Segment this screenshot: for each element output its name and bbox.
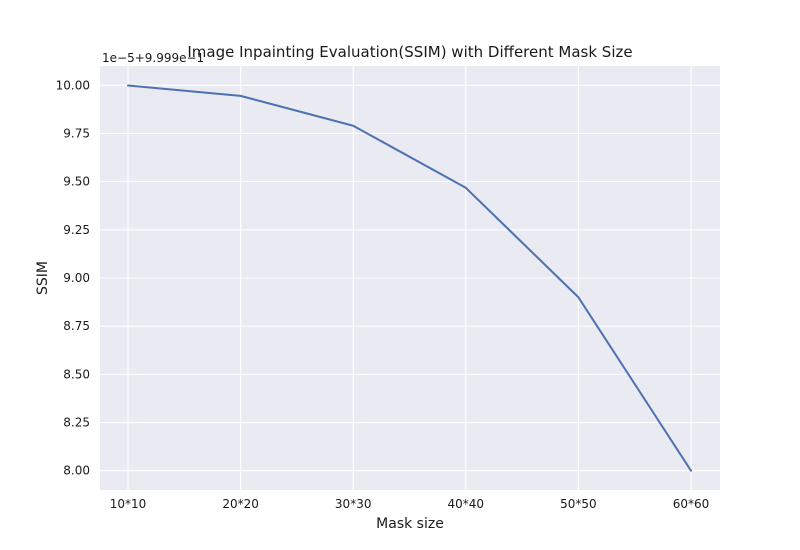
axis-offset-label: 1e−5+9.999e−1 [102,51,204,65]
y-tick-label: 9.75 [63,126,90,140]
x-tick-label: 30*30 [335,497,372,511]
y-tick-label: 9.00 [63,271,90,285]
x-tick-label: 60*60 [673,497,710,511]
x-tick-label: 20*20 [222,497,259,511]
y-tick-label: 10.00 [56,78,90,92]
y-tick-labels: 8.00 8.25 8.50 8.75 9.00 9.25 9.50 9.75 10.00 [56,78,90,477]
x-tick-label: 50*50 [560,497,597,511]
y-tick-label: 8.75 [63,319,90,333]
series-layer [127,84,692,472]
chart-title: Image Inpainting Evaluation(SSIM) with D… [187,43,632,61]
series-line [127,84,692,472]
y-axis-label: SSIM [35,261,51,295]
y-tick-label: 8.50 [63,367,90,381]
x-tick-label: 10*10 [110,497,147,511]
grid [100,66,720,490]
x-axis-label: Mask size [376,516,444,532]
y-tick-label: 8.25 [63,416,90,430]
x-tick-labels: 10*10 20*20 30*30 40*40 50*50 60*60 [110,497,710,511]
y-tick-label: 9.50 [63,175,90,189]
y-tick-label: 9.25 [63,223,90,237]
x-tick-label: 40*40 [448,497,485,511]
y-tick-label: 8.00 [63,464,90,478]
